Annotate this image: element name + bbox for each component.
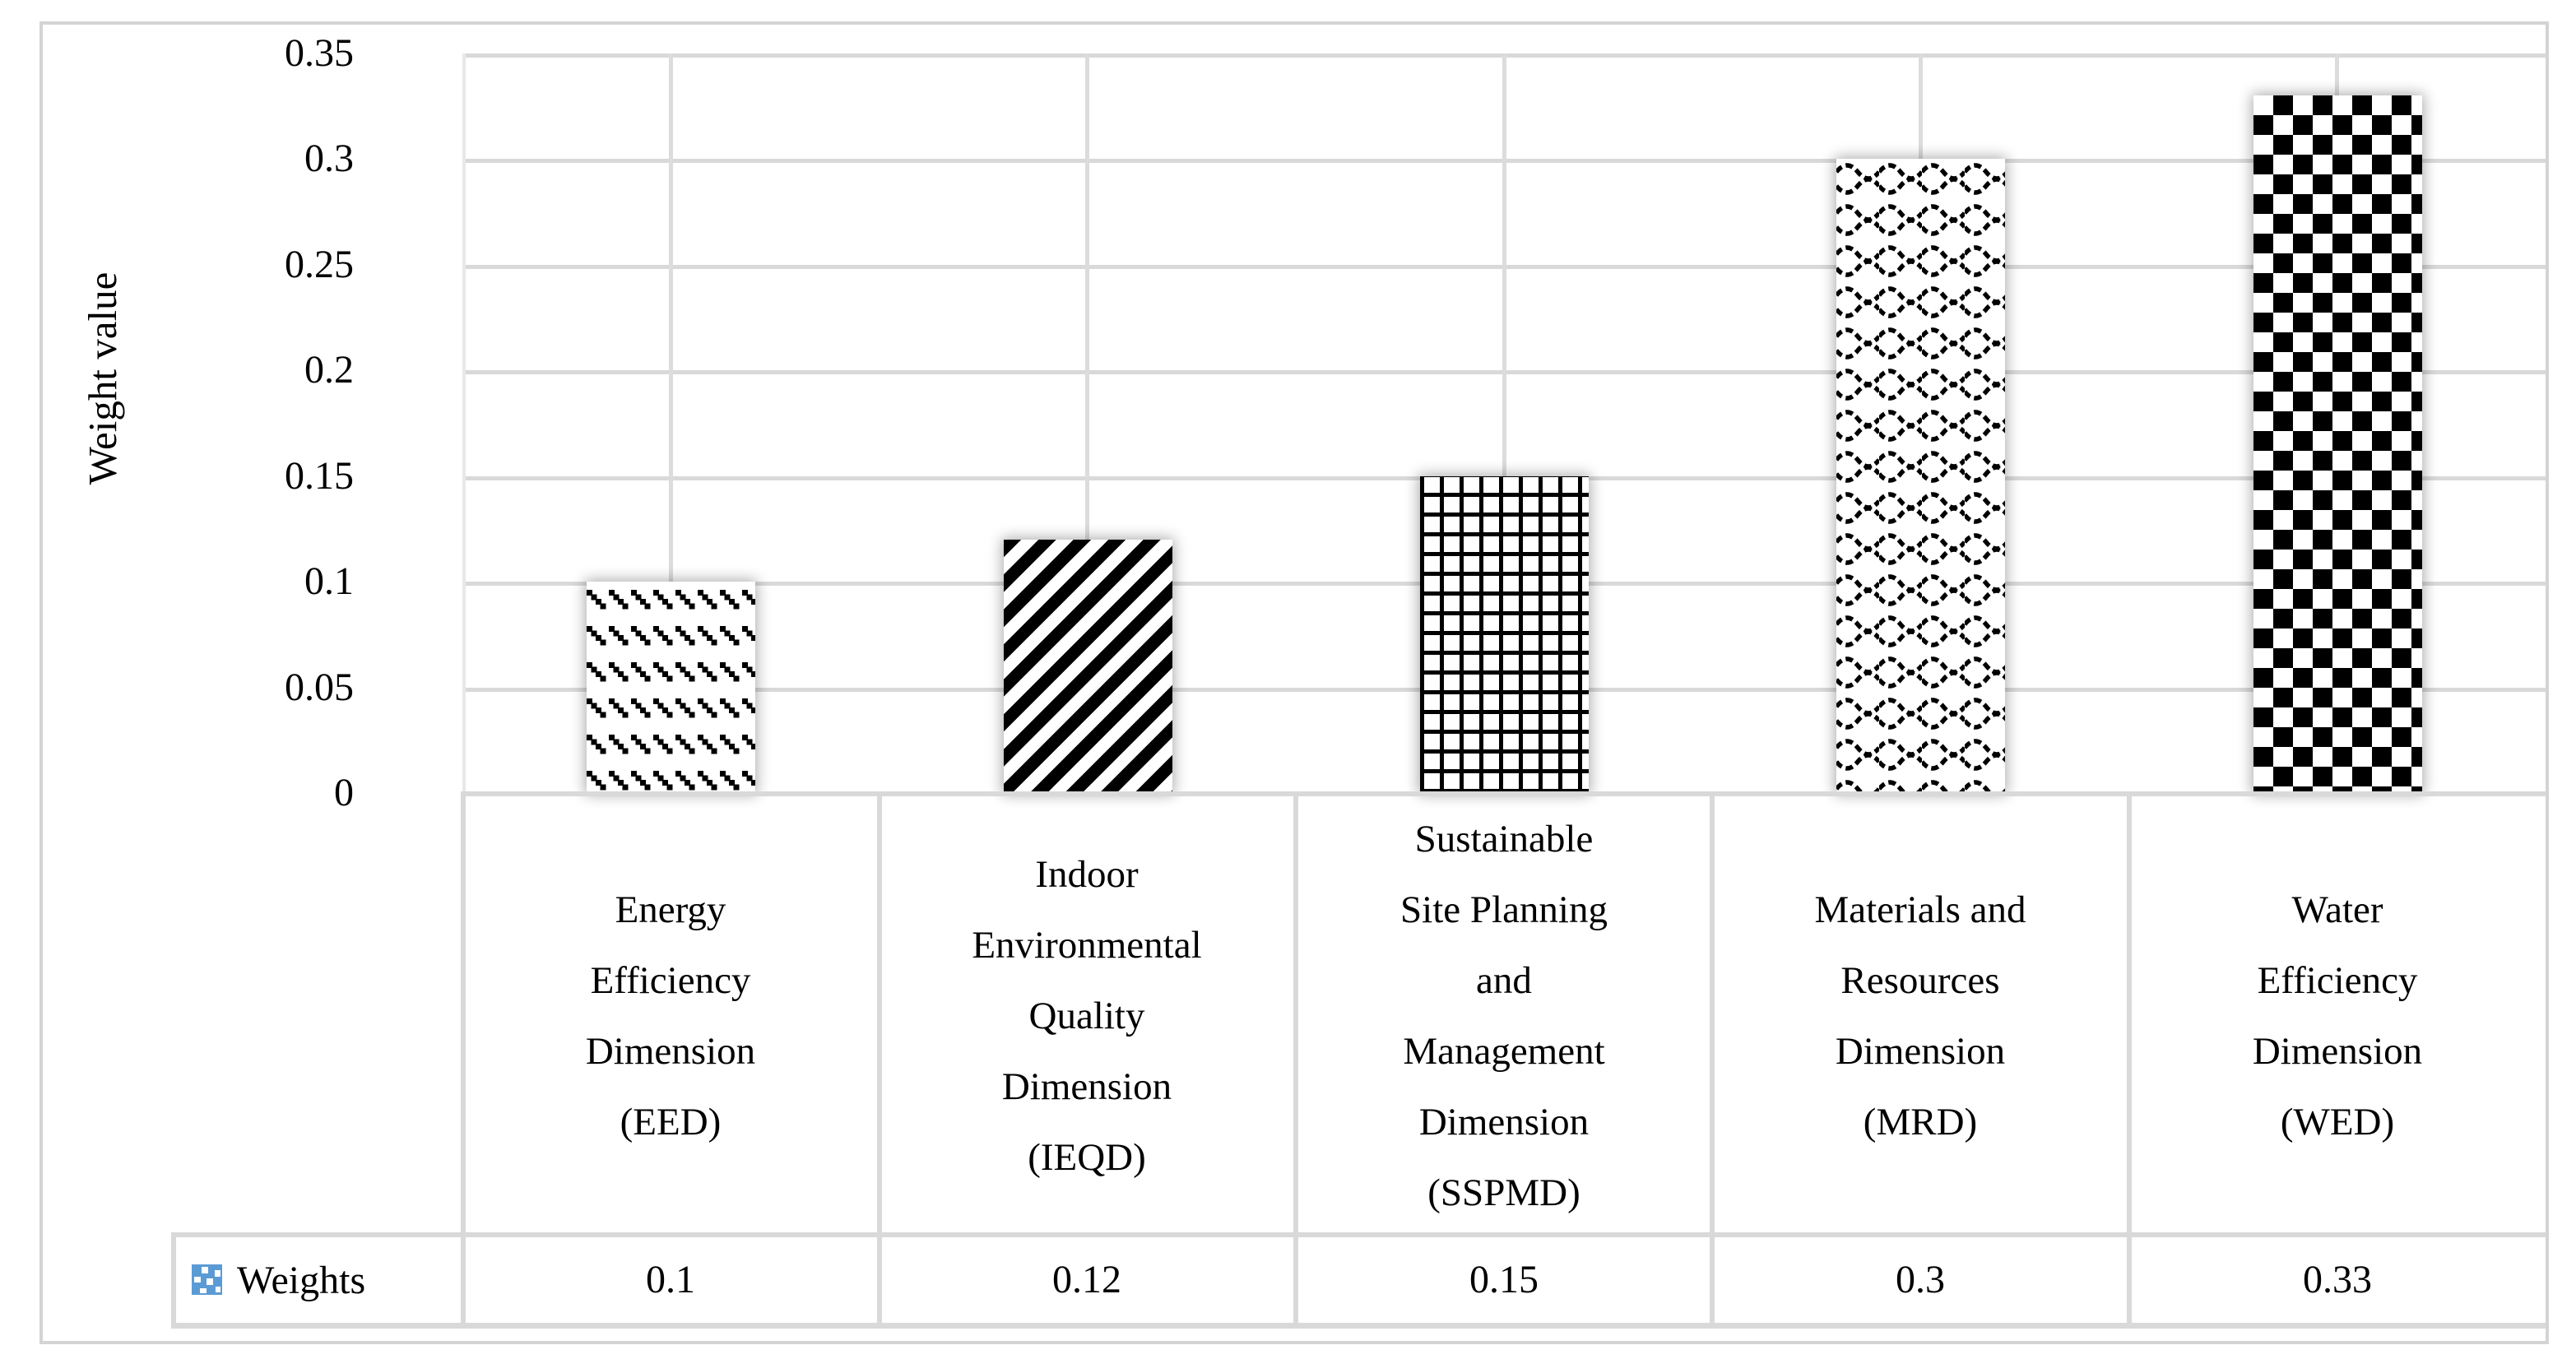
y-axis-title: Weight value [80, 271, 125, 485]
bar-materials-resources-dimension [1836, 159, 2005, 793]
category-label-mrd: Materials and Resources Dimension (MRD) [1814, 888, 2026, 1143]
column-border-1 [877, 791, 882, 1329]
vertical-gridline-1 [669, 53, 673, 793]
bar-indoor-environmental-quality-dimension [1004, 540, 1172, 793]
wave-pattern [1836, 159, 2005, 793]
category-label-sspmd: Sustainable Site Planning and Management… [1400, 818, 1608, 1214]
table-top-border [171, 1232, 2546, 1237]
table-bottom-border [171, 1323, 2546, 1329]
table-value-ieqd: 0.12 [1052, 1258, 1121, 1301]
y-tick-label: 0.1 [304, 559, 354, 603]
y-tick-label: 0.15 [285, 454, 354, 498]
y-tick-label: 0.35 [285, 31, 354, 75]
bar-sustainable-site-planning-dimension [1420, 476, 1589, 793]
x-axis-line [462, 791, 2546, 796]
column-border-2 [1293, 791, 1298, 1329]
weights-series-marker-icon [192, 1264, 222, 1295]
category-label-wed: Water Efficiency Dimension (WED) [2252, 888, 2423, 1143]
column-border-0 [461, 791, 466, 1329]
bar-water-efficiency-dimension [2253, 95, 2422, 793]
legend-cell: Weights [171, 1239, 462, 1321]
category-label-ieqd: Indoor Environmental Quality Dimension (… [972, 853, 1202, 1179]
y-tick-label: 0.2 [304, 348, 354, 392]
column-border-4 [2127, 791, 2132, 1329]
legend-series-name: Weights [237, 1258, 366, 1302]
legend-cell-left-border [171, 1232, 176, 1329]
table-value-wed: 0.33 [2303, 1258, 2372, 1301]
table-value-sspmd: 0.15 [1469, 1258, 1539, 1301]
y-tick-label: 0 [334, 771, 354, 814]
table-value-mrd: 0.3 [1896, 1258, 1945, 1301]
y-tick-label: 0.05 [285, 666, 354, 709]
column-border-3 [1710, 791, 1715, 1329]
bar-energy-efficiency-dimension [587, 582, 755, 793]
vertical-gridline-2 [1085, 53, 1089, 793]
table-value-eed: 0.1 [646, 1258, 695, 1301]
y-axis-line [462, 53, 466, 793]
y-tick-label: 0.25 [285, 243, 354, 286]
vertical-gridline-3 [1502, 53, 1506, 793]
category-label-eed: Energy Efficiency Dimension (EED) [585, 888, 756, 1143]
dashed-diagonal-pattern [587, 582, 755, 793]
y-tick-label: 0.3 [304, 137, 354, 180]
